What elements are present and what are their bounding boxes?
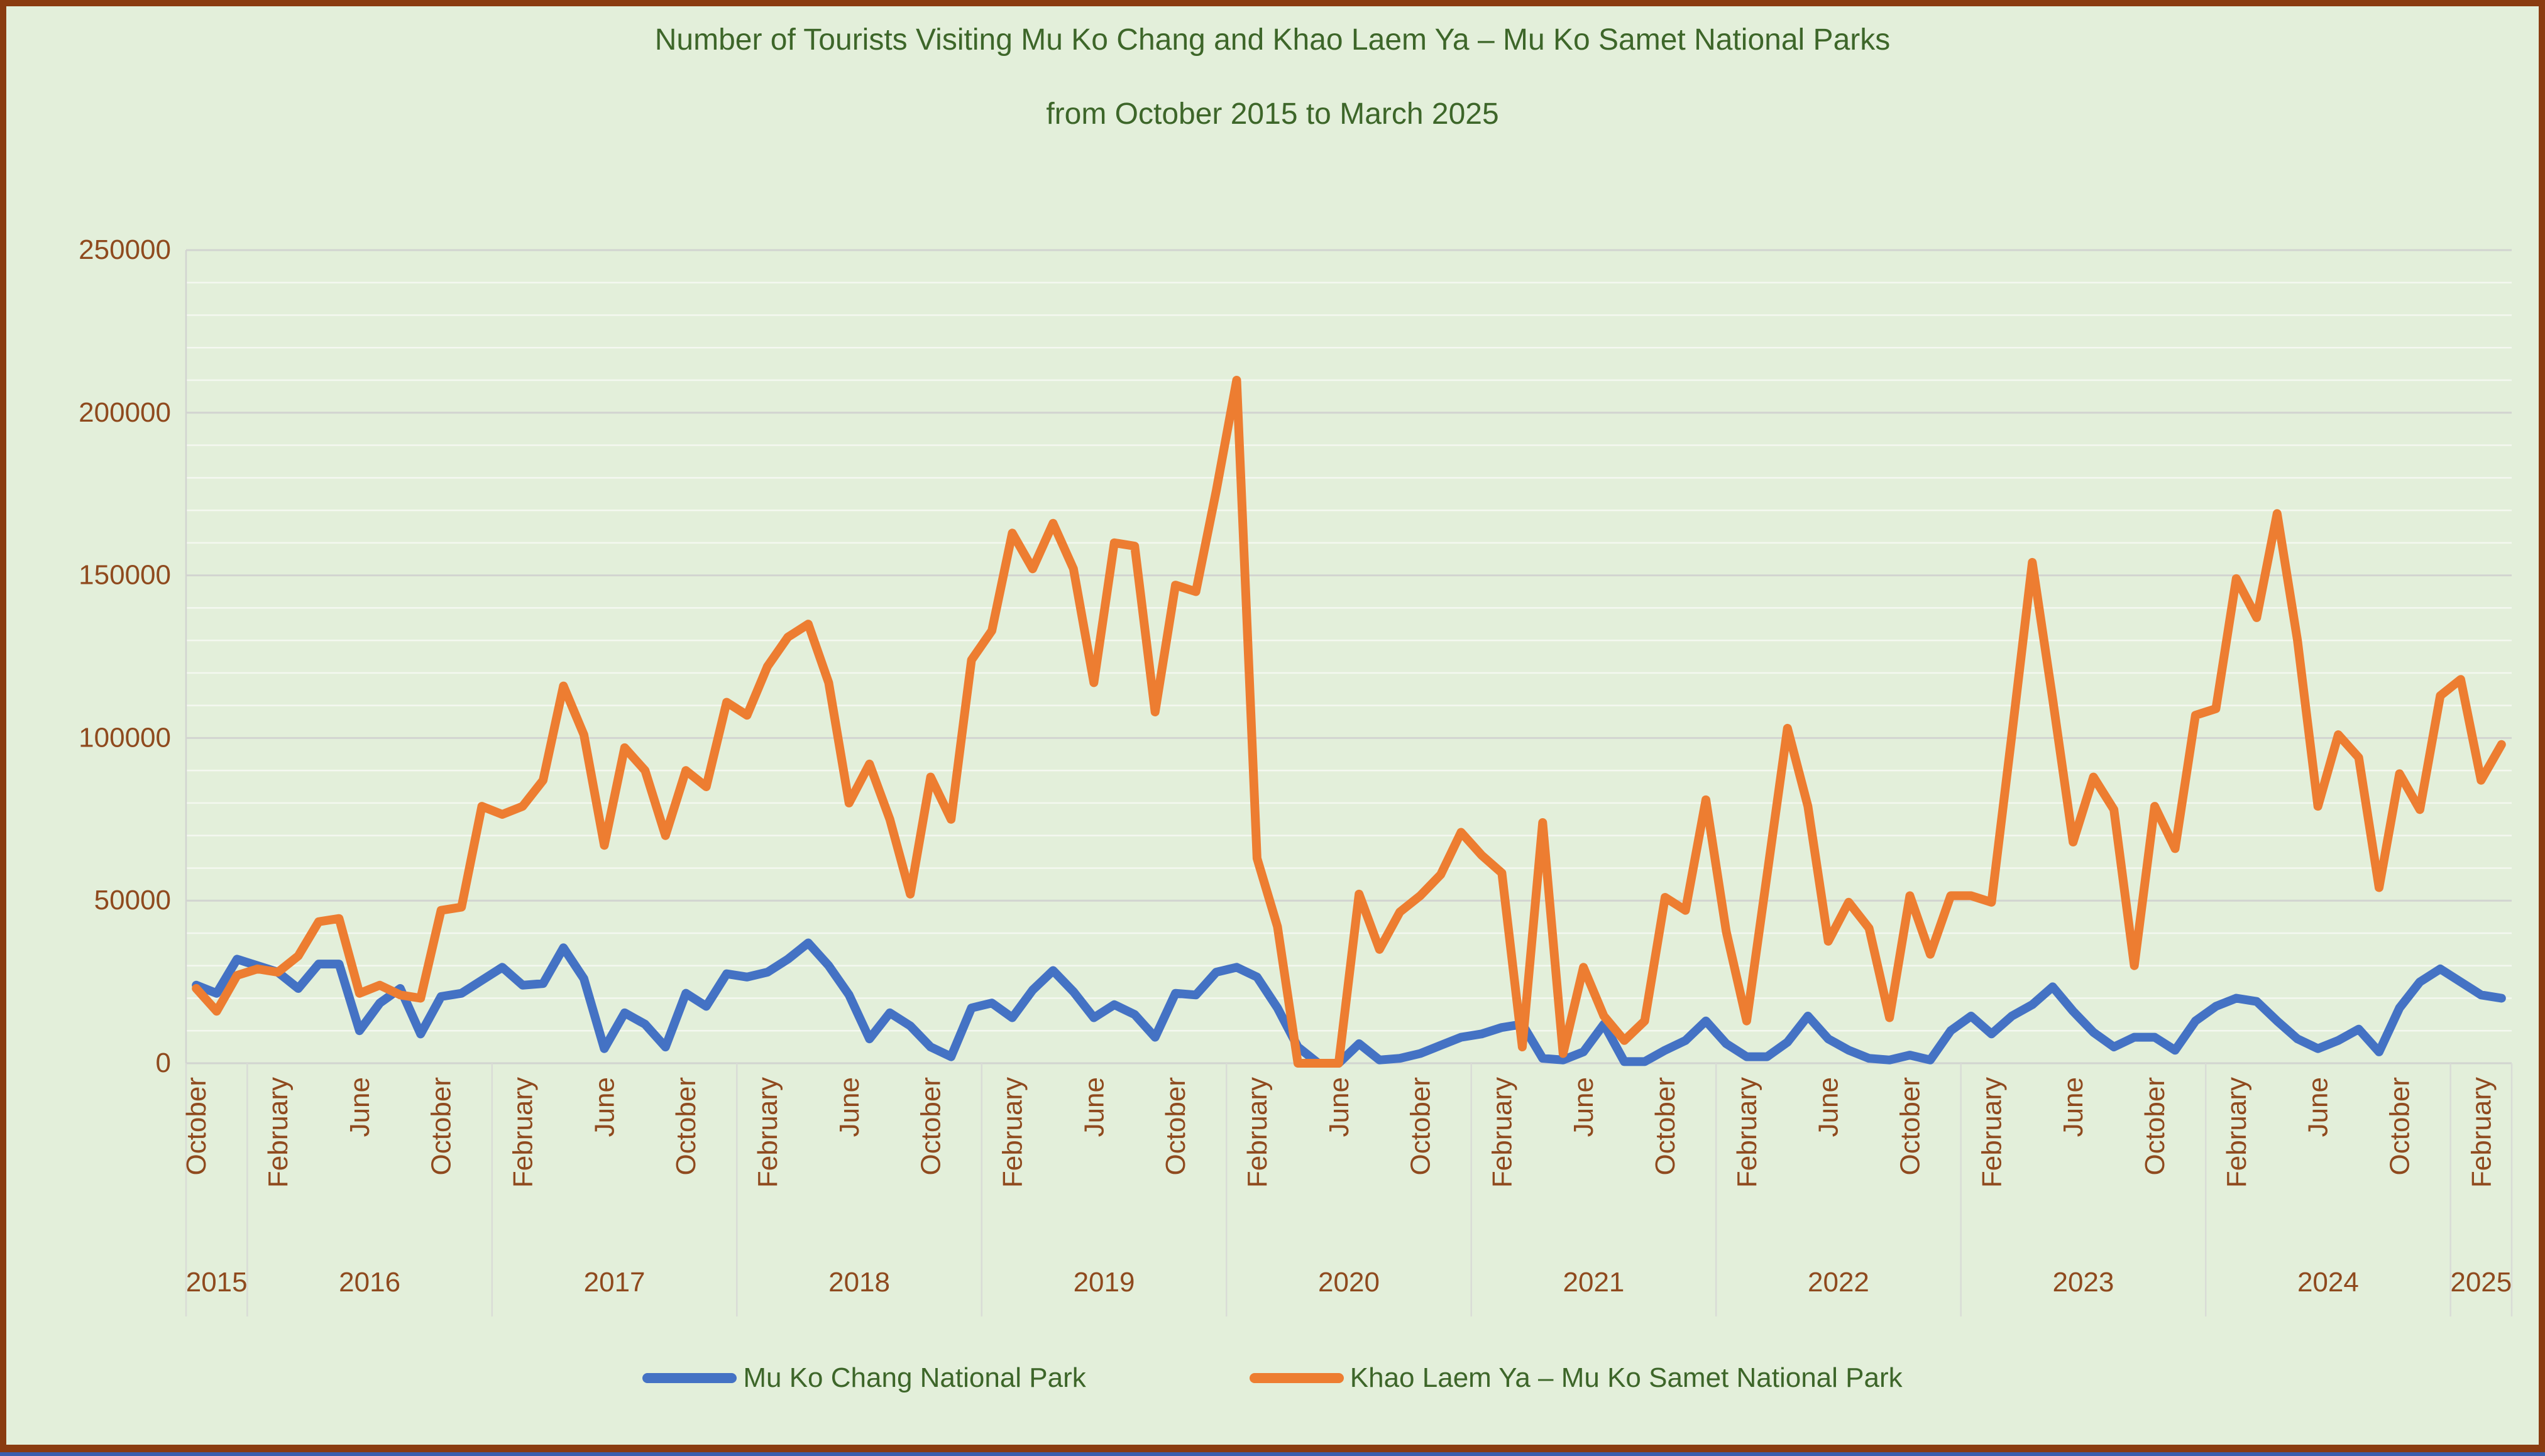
legend-item-khao-laem-ya: Khao Laem Ya – Mu Ko Samet National Park xyxy=(1249,1362,1903,1394)
chart-title: Number of Tourists Visiting Mu Ko Chang … xyxy=(0,25,2545,131)
x-axis-month-label: February xyxy=(2221,1077,2252,1188)
x-axis-month-label: February xyxy=(752,1077,783,1188)
chart-title-line2: from October 2015 to March 2025 xyxy=(1046,97,1499,131)
x-axis-month-label: October xyxy=(2140,1077,2170,1176)
legend-label: Mu Ko Chang National Park xyxy=(743,1362,1086,1393)
x-axis-month-label: February xyxy=(1732,1077,1762,1188)
y-axis-tick-label: 150000 xyxy=(79,560,171,591)
legend-label: Khao Laem Ya – Mu Ko Samet National Park xyxy=(1349,1362,1903,1393)
x-axis-month-label: February xyxy=(2466,1077,2497,1188)
x-axis-month-label: February xyxy=(1976,1077,2007,1188)
chart-title-line1: Number of Tourists Visiting Mu Ko Chang … xyxy=(654,23,1891,57)
x-axis-year-label: 2022 xyxy=(1808,1267,1869,1298)
y-axis-tick-label: 100000 xyxy=(79,722,171,753)
x-axis-year-label: 2020 xyxy=(1318,1267,1380,1298)
x-axis-month-label: June xyxy=(344,1077,375,1137)
x-axis-month-label: June xyxy=(1079,1077,1109,1137)
x-axis-month-label: October xyxy=(1650,1077,1681,1176)
x-axis-month-label: June xyxy=(834,1077,865,1137)
x-axis-month-label: October xyxy=(671,1077,701,1176)
x-axis-year-label: 2024 xyxy=(2297,1267,2359,1298)
x-axis-year-label: 2021 xyxy=(1563,1267,1625,1298)
x-axis-month-label: June xyxy=(1324,1077,1355,1137)
x-axis-month-label: October xyxy=(181,1077,212,1176)
series-line-khao-laem-ya-samet xyxy=(192,376,2506,1068)
border-bottom xyxy=(0,1445,2545,1452)
x-axis-month-label: October xyxy=(1160,1077,1191,1176)
series-line-mu-ko-chang xyxy=(192,938,2506,1068)
bottom-edge-strip xyxy=(0,1452,2545,1456)
legend-swatch-blue-line-icon xyxy=(642,1373,737,1383)
x-axis-month-label: October xyxy=(426,1077,457,1176)
x-axis-month-label: February xyxy=(508,1077,539,1188)
x-axis-year-label: 2025 xyxy=(2450,1267,2512,1298)
x-axis-year-label: 2016 xyxy=(339,1267,400,1298)
y-axis-tick-label: 200000 xyxy=(79,397,171,428)
x-axis-year-label: 2017 xyxy=(584,1267,646,1298)
x-axis-month-label: October xyxy=(1895,1077,1926,1176)
x-axis-month-label: October xyxy=(916,1077,947,1176)
legend-item-mu-ko-chang: Mu Ko Chang National Park xyxy=(642,1362,1086,1394)
x-axis-month-label: October xyxy=(1405,1077,1436,1176)
x-axis-month-label: February xyxy=(263,1077,294,1188)
x-axis-month-label: October xyxy=(2384,1077,2415,1176)
x-axis-month-label: June xyxy=(1568,1077,1599,1137)
x-axis-year-label: 2018 xyxy=(828,1267,890,1298)
border-left xyxy=(0,0,6,1456)
x-axis-month-label: February xyxy=(1242,1077,1273,1188)
chart-legend: Mu Ko Chang National Park Khao Laem Ya –… xyxy=(0,1362,2545,1394)
x-axis-month-label: June xyxy=(589,1077,620,1137)
y-axis-tick-label: 250000 xyxy=(79,234,171,265)
x-axis-month-label: February xyxy=(1487,1077,1517,1188)
y-axis-tick-label: 0 xyxy=(156,1048,171,1078)
x-axis-month-label: June xyxy=(2058,1077,2089,1137)
x-axis-month-label: February xyxy=(997,1077,1028,1188)
x-axis-month-label: June xyxy=(2303,1077,2334,1137)
x-axis-month-label: June xyxy=(1813,1077,1844,1137)
x-axis-year-label: 2023 xyxy=(2052,1267,2114,1298)
border-right xyxy=(2539,0,2545,1456)
legend-swatch-orange-line-icon xyxy=(1249,1373,1344,1383)
y-axis-tick-label: 50000 xyxy=(94,885,171,916)
x-axis-year-label: 2019 xyxy=(1074,1267,1135,1298)
x-axis-year-label: 2015 xyxy=(186,1267,248,1298)
border-top xyxy=(0,0,2545,6)
